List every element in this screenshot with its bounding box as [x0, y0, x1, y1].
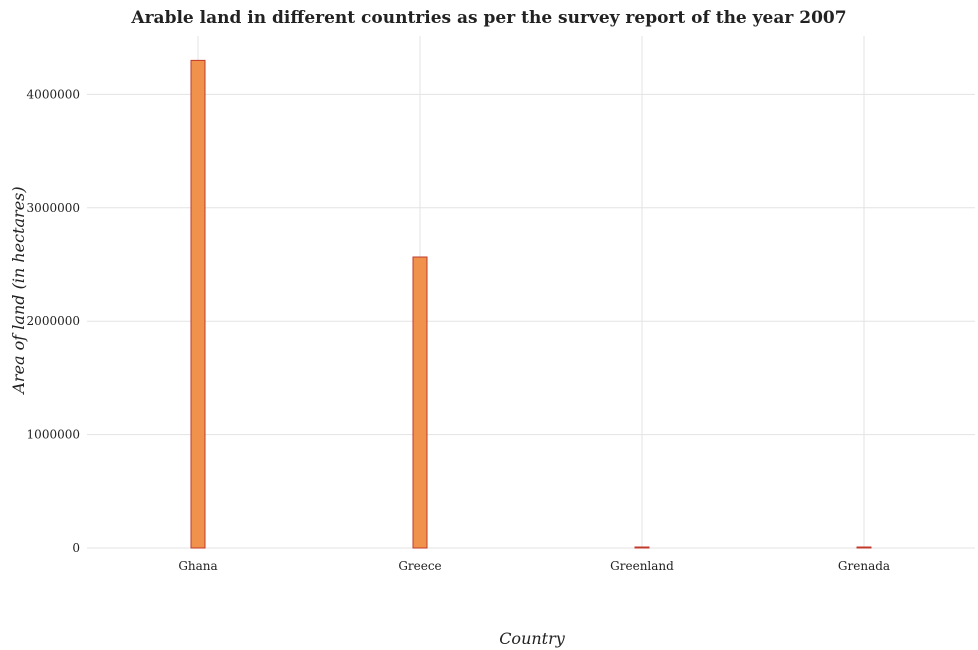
x-tick-label: Greenland [610, 559, 674, 573]
bar-ghana [190, 59, 206, 549]
x-tick-label: Greece [398, 559, 441, 573]
y-tick-label: 4000000 [27, 87, 80, 101]
chart-title: Arable land in different countries as pe… [131, 8, 847, 28]
grid-lines [87, 36, 975, 549]
y-axis-title: Area of land (in hectares) [9, 186, 28, 395]
x-tick-label: Grenada [838, 559, 890, 573]
x-tick-labels: Ghana Greece Greenland Grenada [178, 559, 890, 573]
bar-greenland [634, 546, 650, 549]
x-axis-title: Country [499, 629, 566, 648]
bar-grenada [856, 546, 872, 549]
y-tick-label: 1000000 [27, 428, 80, 442]
y-tick-label: 3000000 [27, 201, 80, 215]
y-tick-label: 0 [72, 541, 80, 555]
x-tick-label: Ghana [178, 559, 217, 573]
bars [190, 59, 872, 549]
bar-greece [412, 256, 428, 549]
y-tick-labels: 0 1000000 2000000 3000000 4000000 [27, 87, 80, 555]
y-tick-label: 2000000 [27, 314, 80, 328]
